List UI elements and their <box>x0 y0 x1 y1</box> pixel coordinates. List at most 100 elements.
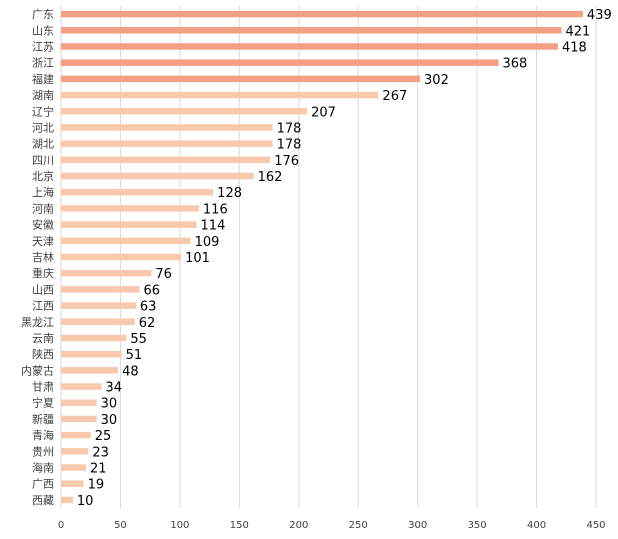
category-label: 广东 <box>32 8 54 21</box>
data-label: 162 <box>258 170 283 185</box>
data-label: 302 <box>424 73 449 88</box>
category-label: 广西 <box>32 478 54 491</box>
data-label: 19 <box>88 478 105 493</box>
category-label: 宁夏 <box>32 396 54 410</box>
x-axis-ticks: 0 50 100 150 200 250 300 350 400 450 <box>58 520 606 531</box>
category-label: 吉林 <box>32 250 54 264</box>
category-label: 陕西 <box>32 347 54 361</box>
grid-lines <box>60 6 597 508</box>
category-label: 新疆 <box>32 412 54 426</box>
category-label: 山东 <box>32 24 54 37</box>
bar <box>61 269 152 277</box>
data-label: 421 <box>566 24 591 39</box>
category-label: 四川 <box>32 154 54 167</box>
bar <box>61 43 558 50</box>
category-label: 安徽 <box>32 218 54 232</box>
bar <box>61 172 254 180</box>
data-label: 23 <box>92 445 109 460</box>
bar <box>61 350 122 358</box>
data-label: 178 <box>277 138 302 153</box>
data-label: 114 <box>201 219 226 234</box>
x-tick-label: 50 <box>114 520 127 531</box>
bar <box>61 27 562 34</box>
bars <box>61 10 583 504</box>
value-labels: 4394214183683022672071781781761621281161… <box>77 8 612 509</box>
category-label: 青海 <box>32 428 54 442</box>
data-label: 76 <box>155 267 172 282</box>
category-label: 河南 <box>32 202 54 215</box>
x-tick-label: 200 <box>289 520 308 531</box>
bar <box>61 464 86 471</box>
bar <box>61 415 97 423</box>
bar <box>61 156 271 164</box>
bar <box>61 75 421 83</box>
category-label: 江西 <box>32 300 54 313</box>
data-label: 176 <box>274 154 299 169</box>
data-label: 63 <box>140 300 157 315</box>
bar <box>61 448 89 455</box>
category-label: 湖南 <box>32 89 54 102</box>
category-label: 北京 <box>32 169 54 183</box>
x-tick-label: 400 <box>527 520 546 531</box>
category-label: 辽宁 <box>32 104 54 118</box>
data-label: 368 <box>503 57 528 72</box>
bar <box>61 237 191 245</box>
category-label: 甘肃 <box>32 381 54 394</box>
category-label: 内蒙古 <box>21 363 54 377</box>
category-label: 湖北 <box>32 138 54 151</box>
bar <box>61 302 136 309</box>
data-label: 101 <box>185 251 210 266</box>
category-label: 黑龙江 <box>21 316 54 329</box>
bar <box>61 124 273 131</box>
data-label: 48 <box>122 364 139 379</box>
bar <box>61 91 379 99</box>
bar <box>61 318 135 326</box>
category-label: 福建 <box>32 72 54 86</box>
category-label: 河北 <box>32 121 54 134</box>
bar <box>61 253 182 261</box>
bar <box>61 399 97 406</box>
data-label: 109 <box>195 235 220 250</box>
bar <box>61 334 127 342</box>
bar <box>61 59 499 66</box>
data-label: 34 <box>105 381 122 396</box>
category-label: 江苏 <box>32 40 54 53</box>
data-label: 30 <box>101 397 118 412</box>
x-tick-label: 450 <box>586 520 605 531</box>
data-label: 55 <box>130 332 147 347</box>
data-label: 66 <box>143 283 160 298</box>
data-label: 207 <box>311 105 336 120</box>
data-label: 10 <box>77 494 94 509</box>
data-label: 439 <box>587 8 612 23</box>
bar <box>61 140 273 147</box>
data-label: 51 <box>126 348 143 363</box>
data-label: 116 <box>203 202 228 217</box>
data-label: 62 <box>139 316 156 331</box>
data-label: 418 <box>562 40 587 55</box>
category-label: 天津 <box>32 235 54 248</box>
category-label: 海南 <box>32 461 54 475</box>
bar <box>61 188 214 196</box>
bar <box>61 367 119 374</box>
x-tick-label: 0 <box>58 520 64 531</box>
x-tick-label: 350 <box>468 520 487 531</box>
category-label: 山西 <box>32 283 54 296</box>
category-labels: 广东山东江苏浙江福建湖南辽宁河北湖北四川北京上海河南安徽天津吉林重庆山西江西黑龙… <box>21 8 54 507</box>
data-label: 267 <box>382 89 407 104</box>
data-label: 30 <box>101 413 118 428</box>
bar <box>61 383 102 390</box>
data-label: 178 <box>277 121 302 136</box>
bar <box>61 480 84 487</box>
data-label: 128 <box>217 186 242 201</box>
bar <box>61 496 73 504</box>
category-label: 重庆 <box>32 266 54 280</box>
data-label: 21 <box>90 462 107 477</box>
category-label: 西藏 <box>32 494 54 507</box>
bar <box>61 10 583 18</box>
bar <box>61 221 197 228</box>
category-label: 贵州 <box>32 445 54 458</box>
bar <box>61 286 140 293</box>
data-label: 25 <box>95 429 112 444</box>
category-label: 云南 <box>32 332 54 345</box>
